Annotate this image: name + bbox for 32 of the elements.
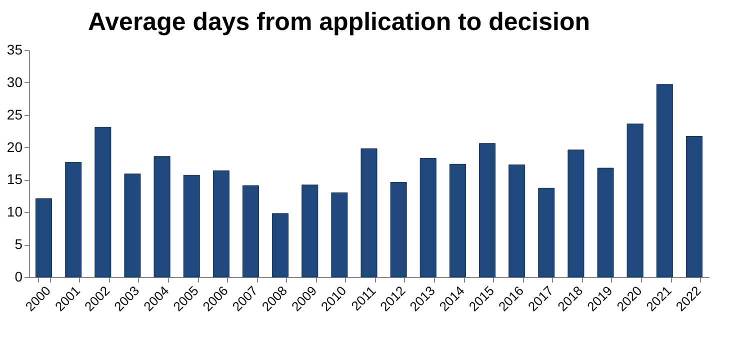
y-tick-label: 0 xyxy=(14,268,23,284)
y-tick-label: 15 xyxy=(6,171,23,188)
bar xyxy=(302,184,318,278)
bar xyxy=(449,164,466,278)
bar xyxy=(508,164,526,278)
bar xyxy=(65,162,82,278)
y-tick-label: 30 xyxy=(6,74,23,90)
y-tick-label: 35 xyxy=(6,42,23,58)
bar xyxy=(94,126,112,278)
bar xyxy=(420,158,436,278)
bar xyxy=(242,185,259,278)
bar xyxy=(272,213,289,278)
bar xyxy=(626,124,644,278)
y-tick-label: 5 xyxy=(14,236,23,252)
bar xyxy=(479,143,496,278)
chart-title: Average days from application to decision xyxy=(88,8,590,36)
bar xyxy=(212,170,230,278)
bar xyxy=(686,136,702,278)
bar xyxy=(331,192,348,278)
bar xyxy=(183,174,200,278)
bar xyxy=(124,174,141,278)
y-tick-label: 20 xyxy=(6,138,23,155)
y-tick-label: 25 xyxy=(6,106,23,122)
bar xyxy=(568,150,584,278)
bar xyxy=(154,156,170,278)
bar xyxy=(656,84,673,278)
bar xyxy=(360,148,378,278)
bar xyxy=(390,182,407,278)
bar xyxy=(36,198,52,278)
bar xyxy=(538,188,555,278)
y-tick-label: 10 xyxy=(6,204,23,220)
bar xyxy=(597,168,614,278)
